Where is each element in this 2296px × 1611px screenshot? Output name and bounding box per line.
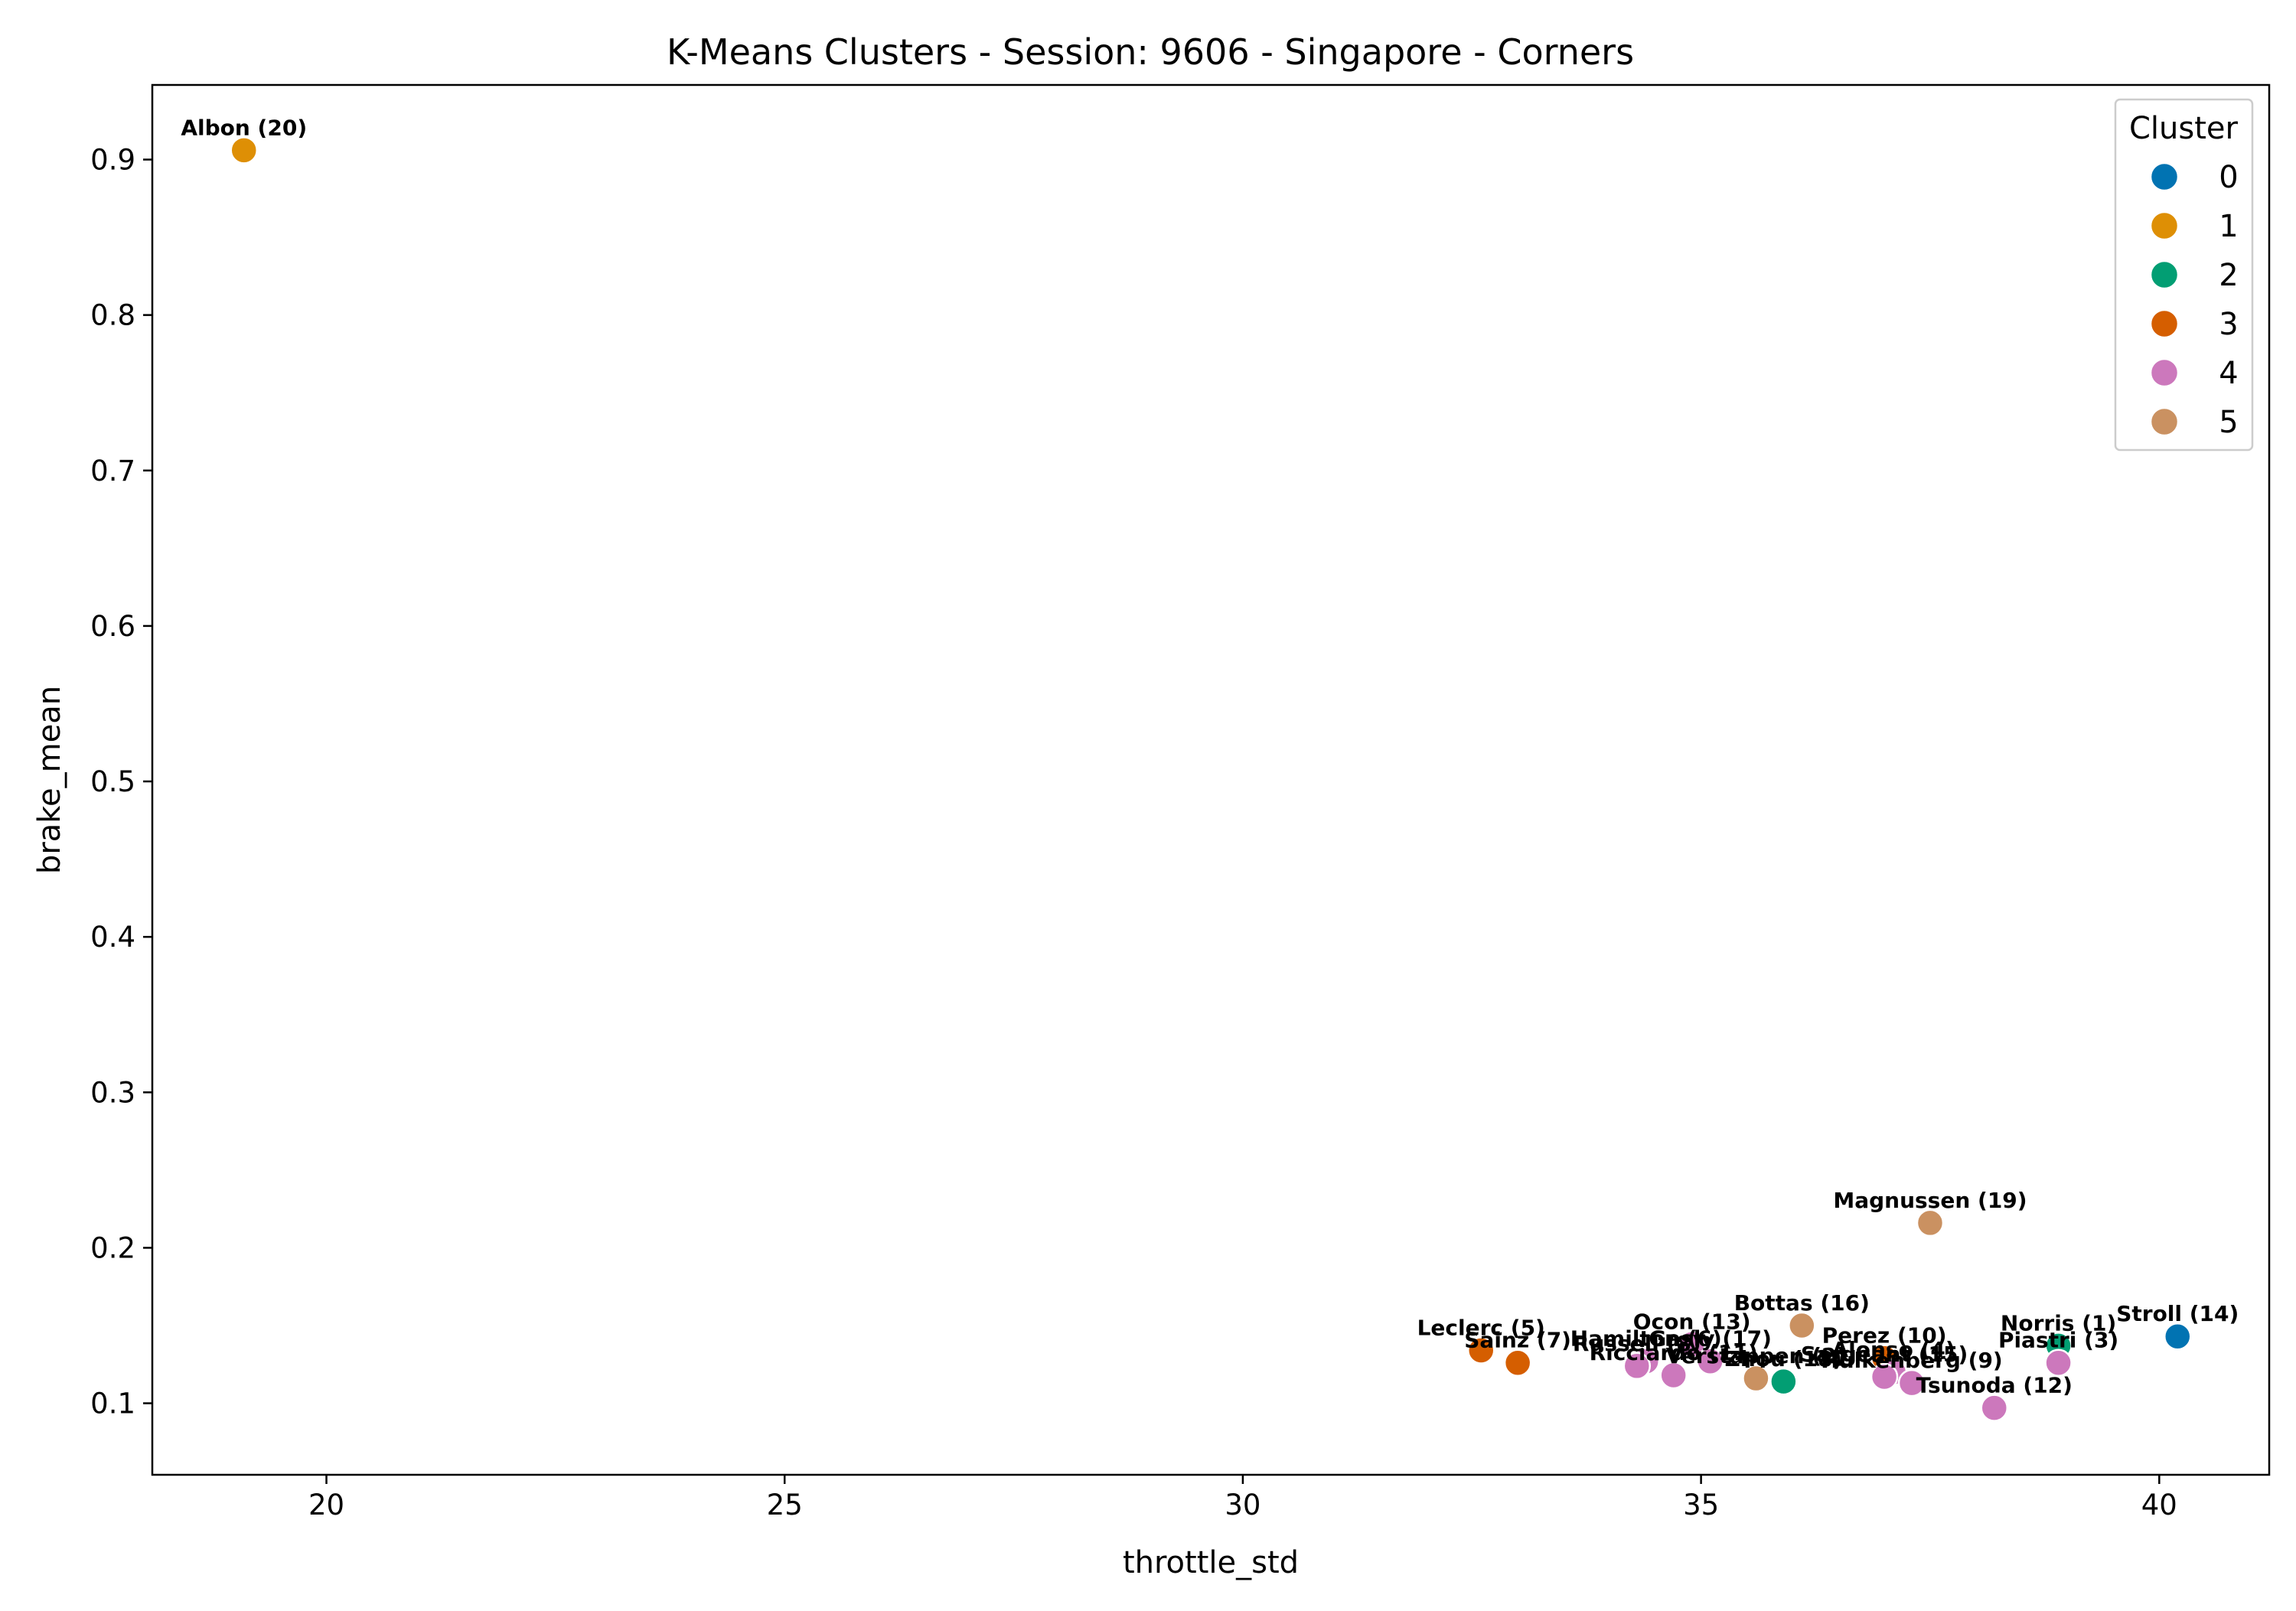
y-tick-label: 0.2 bbox=[90, 1231, 135, 1264]
legend-label: 1 bbox=[2219, 209, 2238, 244]
x-tick-label: 20 bbox=[308, 1489, 344, 1521]
x-ticks: 20 25 30 35 40 bbox=[308, 1475, 2177, 1521]
data-point[interactable] bbox=[1503, 1348, 1532, 1377]
legend-marker bbox=[2149, 161, 2180, 192]
point-label: Magnussen (19) bbox=[1833, 1188, 2027, 1213]
data-point[interactable] bbox=[2044, 1348, 2073, 1377]
legend-marker bbox=[2149, 406, 2180, 437]
data-point[interactable] bbox=[1678, 1330, 1706, 1358]
legend-label: 0 bbox=[2219, 160, 2238, 195]
point-label: Zhou (18) bbox=[1725, 1346, 1843, 1371]
x-tick-label: 40 bbox=[2141, 1489, 2177, 1521]
point-label: Ricciardo (11) bbox=[1590, 1340, 1758, 1365]
legend-marker bbox=[2149, 259, 2180, 290]
y-tick-label: 0.6 bbox=[90, 610, 135, 643]
legend-label: 3 bbox=[2219, 307, 2238, 342]
data-point[interactable] bbox=[1788, 1311, 1816, 1340]
data-point[interactable] bbox=[1742, 1364, 1770, 1393]
point-label: Norris (1) bbox=[2001, 1310, 2116, 1335]
legend-label: 4 bbox=[2219, 356, 2238, 391]
point-label: Perez (10) bbox=[1822, 1323, 1947, 1348]
y-tick-label: 0.7 bbox=[90, 455, 135, 488]
y-tick-label: 0.3 bbox=[90, 1076, 135, 1109]
data-point[interactable] bbox=[1870, 1362, 1899, 1391]
point-label: Verstappen (2) bbox=[1666, 1343, 1847, 1368]
data-point[interactable] bbox=[230, 136, 258, 165]
legend-frame bbox=[2114, 98, 2254, 452]
point-label: Alonso (4) bbox=[1831, 1337, 1955, 1362]
chart-title: K-Means Clusters - Session: 9606 - Singa… bbox=[667, 31, 1634, 73]
x-axis-label: throttle_std bbox=[1123, 1545, 1299, 1580]
point-label: Stroll (14) bbox=[2116, 1301, 2239, 1326]
legend-marker bbox=[2149, 210, 2180, 241]
point-label: Leclerc (5) bbox=[1417, 1315, 1545, 1340]
point-label: Ocon (13) bbox=[1633, 1309, 1751, 1334]
data-point[interactable] bbox=[1696, 1347, 1724, 1375]
data-point[interactable] bbox=[1916, 1208, 1945, 1238]
y-ticks: 0.1 0.2 0.3 0.4 0.5 0.6 0.7 0.8 0.9 bbox=[90, 144, 152, 1420]
point-label: Gasly (17) bbox=[1649, 1326, 1772, 1352]
point-label: Hulkenberg (9) bbox=[1821, 1348, 2002, 1373]
x-tick-label: 25 bbox=[767, 1489, 803, 1521]
point-label: Albon (20) bbox=[181, 115, 307, 140]
data-point[interactable] bbox=[2164, 1322, 2192, 1351]
legend-label: 5 bbox=[2219, 405, 2238, 440]
point-label: Bottas (16) bbox=[1734, 1290, 1870, 1316]
y-tick-label: 0.1 bbox=[90, 1388, 135, 1420]
data-point[interactable] bbox=[1897, 1368, 1926, 1397]
legend-title: Cluster bbox=[2129, 111, 2239, 146]
x-tick-label: 35 bbox=[1683, 1489, 1719, 1521]
y-axis-label: brake_mean bbox=[32, 686, 67, 874]
point-label: Sainz (7) bbox=[1464, 1328, 1571, 1353]
point-label: Hamilton (6) bbox=[1570, 1326, 1722, 1352]
y-tick-label: 0.8 bbox=[90, 299, 135, 332]
point-label: Piastri (3) bbox=[1998, 1328, 2118, 1353]
y-tick-label: 0.4 bbox=[90, 921, 135, 954]
legend-label: 2 bbox=[2219, 258, 2238, 293]
legend-entries: 0 1 2 3 4 5 bbox=[2149, 160, 2239, 440]
data-point[interactable] bbox=[1659, 1361, 1688, 1390]
x-tick-label: 30 bbox=[1225, 1489, 1261, 1521]
point-label: Sargeant (15) bbox=[1801, 1342, 1968, 1367]
data-point[interactable] bbox=[1980, 1394, 2009, 1422]
plot-frame bbox=[151, 83, 2271, 1476]
data-point[interactable] bbox=[1769, 1367, 1798, 1396]
legend: Cluster 0 1 2 3 4 5 bbox=[2114, 98, 2254, 452]
point-labels-layer: Albon (20) Magnussen (19) Bottas (16) Strol… bbox=[181, 115, 2239, 1397]
point-label: Tsunoda (12) bbox=[1916, 1373, 2073, 1398]
y-tick-label: 0.5 bbox=[90, 765, 135, 798]
point-label: Russell (8) bbox=[1573, 1331, 1701, 1356]
legend-marker bbox=[2149, 357, 2180, 388]
data-point[interactable] bbox=[1623, 1352, 1652, 1381]
legend-marker bbox=[2149, 308, 2180, 339]
points-layer bbox=[230, 136, 2192, 1422]
y-tick-label: 0.9 bbox=[90, 144, 135, 177]
data-point[interactable] bbox=[1466, 1336, 1495, 1365]
